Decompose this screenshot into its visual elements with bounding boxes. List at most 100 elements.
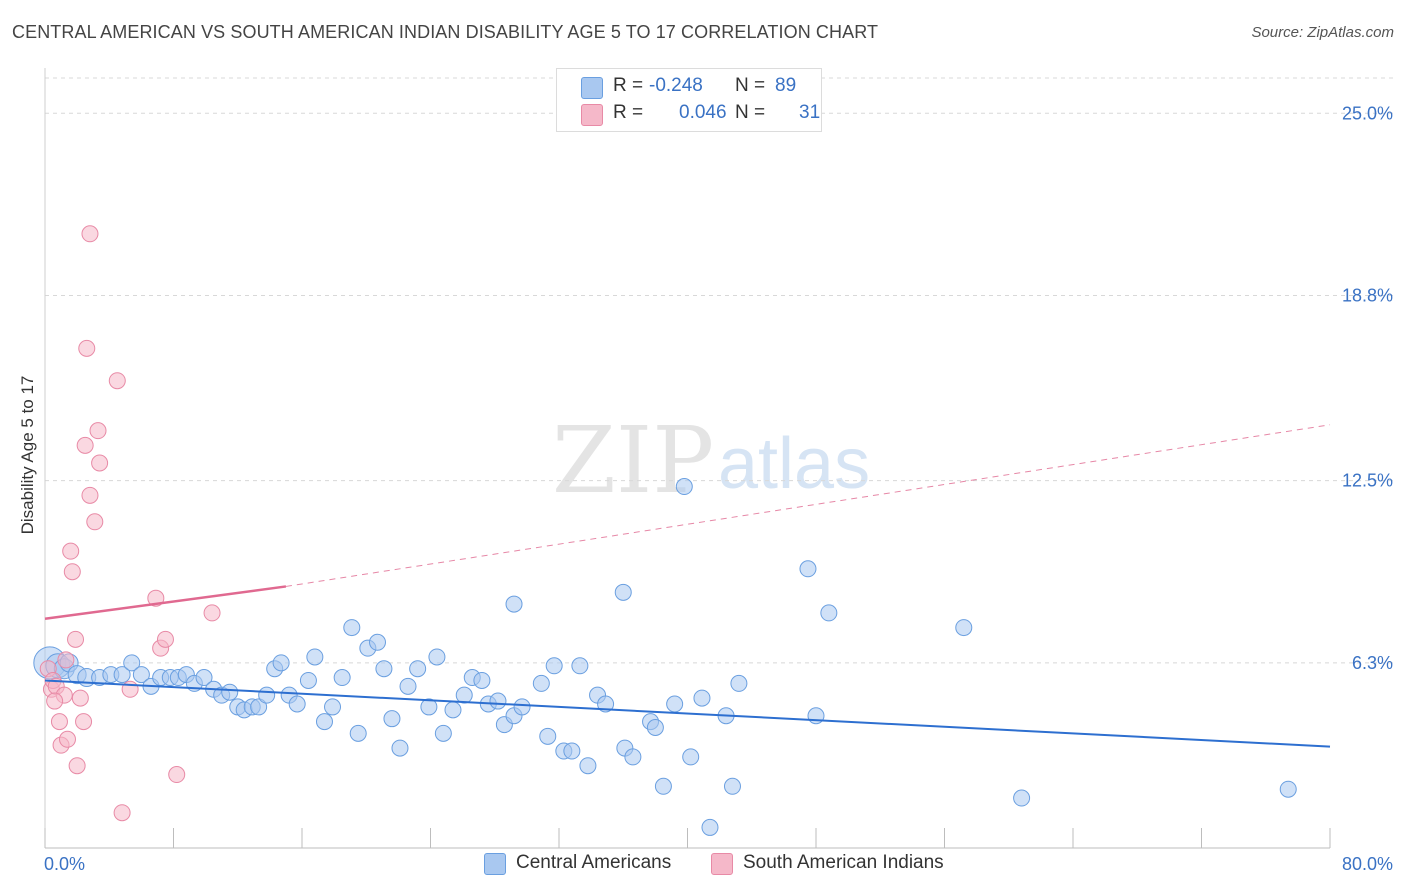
bottom-legend-swatch-blue <box>484 853 506 875</box>
central-american-point <box>333 669 351 687</box>
central-american-point <box>420 698 438 716</box>
south-american-indian-point <box>91 454 109 472</box>
central-american-point <box>563 742 581 760</box>
central-americans-trend-line <box>44 679 1331 748</box>
south-american-indian-point <box>78 339 96 357</box>
central-american-point <box>368 633 386 651</box>
central-american-point <box>799 560 817 578</box>
central-american-point <box>324 698 342 716</box>
south-american-indian-point <box>203 604 221 622</box>
central-american-point <box>654 777 672 795</box>
central-american-point <box>444 701 462 719</box>
central-american-point <box>473 671 491 689</box>
central-american-point <box>258 686 276 704</box>
south-american-indian-point <box>168 766 186 784</box>
watermark-atlas: atlas <box>718 424 870 504</box>
central-american-point <box>399 677 417 695</box>
central-american-point <box>221 683 239 701</box>
legend-n-value: 31 <box>799 102 821 123</box>
x-tick-label-max: 80.0% <box>1342 854 1393 874</box>
legend-r-value: 0.046 <box>679 102 727 123</box>
correlation-legend: R = -0.248 N = 89 R = 0.046 N = 31 <box>556 68 822 132</box>
central-american-point <box>288 695 306 713</box>
central-american-point <box>123 654 141 672</box>
south-american-indian-point <box>86 513 104 531</box>
central-american-point <box>1013 789 1031 807</box>
central-american-point <box>624 748 642 766</box>
bottom-legend-label: South American Indians <box>743 852 944 873</box>
central-american-point <box>614 583 632 601</box>
central-american-point <box>571 657 589 675</box>
central-american-point <box>428 648 446 666</box>
legend-n-value: 89 <box>775 75 797 96</box>
chart-title: CENTRAL AMERICAN VS SOUTH AMERICAN INDIA… <box>12 22 879 42</box>
central-american-point <box>955 619 973 637</box>
central-american-point <box>272 654 290 672</box>
central-american-point <box>820 604 838 622</box>
south-american-indian-point <box>156 630 174 648</box>
central-american-point <box>666 695 684 713</box>
central-american-point <box>391 739 409 757</box>
central-american-point <box>539 727 557 745</box>
central-american-point <box>315 713 333 731</box>
central-american-point <box>1279 780 1297 798</box>
south-american-indian-point <box>62 542 80 560</box>
y-tick-label: 25.0% <box>1342 103 1393 123</box>
central-american-point <box>532 674 550 692</box>
central-american-point <box>597 695 615 713</box>
central-american-point <box>383 710 401 728</box>
legend-r-label: R = <box>613 75 644 96</box>
central-american-point <box>646 719 664 737</box>
central-american-point <box>113 666 131 684</box>
central-american-point <box>343 619 361 637</box>
south-american-indian-point <box>68 757 86 775</box>
south-american-indian-point <box>58 730 76 748</box>
central-american-point <box>693 689 711 707</box>
central-american-point <box>132 666 150 684</box>
south-american-indian-point <box>46 692 64 710</box>
central-american-point <box>489 692 507 710</box>
south-american-indian-point <box>67 630 85 648</box>
south-american-indian-point <box>71 689 89 707</box>
central-american-point <box>250 698 268 716</box>
central-american-point <box>505 595 523 613</box>
bottom-legend-label: Central Americans <box>516 852 672 873</box>
south-american-indian-point <box>89 422 107 440</box>
central-american-point <box>349 724 367 742</box>
y-tick-label: 6.3% <box>1352 653 1393 673</box>
central-american-point <box>299 671 317 689</box>
source-label: Source: ZipAtlas.com <box>1251 24 1394 41</box>
central-american-point <box>455 686 473 704</box>
central-american-point <box>730 674 748 692</box>
y-tick-label: 18.8% <box>1342 285 1393 305</box>
south-american-indian-point <box>63 563 81 581</box>
south-american-indian-point <box>81 225 99 243</box>
legend-r-label: R = <box>613 102 644 123</box>
legend-swatch-pink <box>581 104 603 126</box>
south-american-indian-point <box>76 436 94 454</box>
central-american-point <box>195 669 213 687</box>
central-american-point <box>434 724 452 742</box>
south-american-indians-trend-line <box>44 585 287 621</box>
central-american-point <box>579 757 597 775</box>
x-tick-label-min: 0.0% <box>44 854 85 874</box>
central-american-point <box>701 818 719 836</box>
central-american-point <box>513 698 531 716</box>
south-american-indian-point <box>108 372 126 390</box>
central-american-point <box>682 748 700 766</box>
bottom-legend-swatch-pink <box>711 853 733 875</box>
south-american-indian-point <box>75 713 93 731</box>
central-american-point <box>375 660 393 678</box>
watermark-zip: ZIP <box>552 407 714 514</box>
south-american-indian-point <box>57 651 75 669</box>
legend-n-label: N = <box>735 75 766 96</box>
south-american-indian-point <box>50 713 68 731</box>
legend-swatch-blue <box>581 77 603 99</box>
y-tick-label: 12.5% <box>1342 471 1393 491</box>
central-american-point <box>409 660 427 678</box>
central-american-point <box>675 478 693 496</box>
south-american-indian-point <box>81 486 99 504</box>
south-american-indians-trend-extension <box>285 424 1331 587</box>
legend-r-value: -0.248 <box>649 75 703 96</box>
